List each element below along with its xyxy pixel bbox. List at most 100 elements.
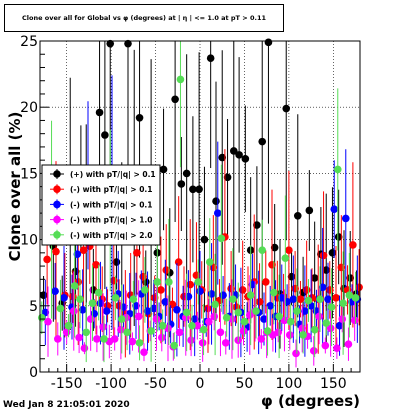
legend-marker — [53, 185, 61, 193]
data-point — [175, 328, 184, 337]
data-point — [95, 108, 104, 117]
data-point — [223, 173, 232, 182]
x-axis-label: φ (degrees) — [261, 392, 360, 410]
data-point — [195, 185, 203, 194]
data-point — [199, 325, 208, 334]
data-point — [56, 304, 65, 313]
x-tick-label: 150 — [320, 376, 347, 392]
data-point — [101, 131, 109, 139]
data-point — [99, 323, 107, 331]
data-point — [157, 286, 165, 294]
data-point — [285, 331, 294, 339]
data-point — [302, 286, 311, 294]
data-point — [227, 284, 235, 293]
data-point — [78, 305, 87, 314]
data-point — [296, 295, 305, 303]
data-point — [210, 312, 219, 321]
data-point — [187, 336, 195, 345]
data-point — [270, 243, 279, 252]
y-tick-label: 10 — [20, 233, 38, 249]
data-point — [293, 307, 301, 315]
data-point — [264, 38, 273, 47]
data-point — [134, 312, 143, 321]
data-point — [239, 327, 248, 335]
data-point — [305, 206, 314, 215]
data-point — [82, 328, 91, 337]
data-point — [332, 294, 340, 302]
data-point — [330, 205, 339, 213]
data-point — [143, 307, 152, 315]
data-point — [139, 272, 147, 281]
data-point — [206, 54, 215, 63]
data-point — [310, 274, 319, 282]
data-point — [123, 328, 131, 337]
data-point — [275, 312, 283, 321]
data-point — [325, 286, 334, 294]
data-point — [327, 303, 336, 311]
data-point — [229, 295, 237, 303]
data-point — [326, 324, 335, 333]
x-tick-label: -100 — [95, 376, 127, 392]
data-point — [316, 295, 324, 303]
data-point — [268, 260, 276, 269]
y-tick-label: 15 — [20, 166, 38, 182]
data-point — [291, 284, 299, 293]
data-point — [86, 315, 95, 323]
x-tick-label: -150 — [51, 376, 83, 392]
data-point — [192, 271, 201, 280]
data-point — [285, 246, 293, 254]
data-point — [211, 300, 219, 309]
data-point — [132, 302, 140, 310]
timestamp: Wed Jan 8 21:05:01 2020 — [3, 400, 130, 410]
data-point — [301, 307, 309, 315]
x-tick-label: 100 — [276, 376, 303, 392]
data-point — [219, 291, 227, 300]
data-point — [212, 197, 220, 206]
data-point — [129, 295, 138, 303]
y-tick-label: 20 — [20, 100, 38, 116]
data-point — [322, 319, 331, 327]
x-tick-label: 50 — [236, 376, 254, 392]
data-point — [246, 291, 255, 300]
data-point — [161, 298, 170, 306]
legend-label: (-) with pT/|q| > 1.0 — [70, 216, 152, 226]
data-point — [309, 347, 318, 355]
data-point — [241, 155, 250, 163]
data-point — [205, 317, 213, 326]
data-point — [176, 75, 185, 84]
data-point — [117, 315, 126, 323]
legend-entry: (+) with pT/|q| > 0.1 — [50, 169, 156, 180]
data-point — [194, 278, 203, 286]
y-axis-label: Clone over all (%) — [6, 112, 24, 262]
data-point — [43, 255, 51, 264]
data-point — [338, 315, 347, 323]
data-point — [44, 317, 52, 326]
data-point — [102, 307, 111, 315]
data-point — [69, 292, 77, 301]
legend-label: (-) with pT/|q| > 0.1 — [70, 185, 152, 195]
data-point — [213, 209, 222, 217]
data-point — [111, 294, 120, 302]
data-point — [240, 317, 249, 326]
data-point — [281, 254, 290, 262]
data-point — [318, 283, 327, 292]
legend-marker — [53, 215, 61, 224]
data-point — [109, 276, 118, 285]
data-point — [75, 333, 83, 342]
data-point — [277, 294, 286, 302]
data-point — [51, 287, 59, 296]
legend-box — [41, 164, 161, 246]
axes: -150 -100 -50 0 50 100 150 0 5 10 15 20 25 — [20, 34, 361, 392]
data-point — [238, 286, 247, 294]
data-point — [52, 247, 60, 256]
data-point — [190, 315, 199, 323]
data-point — [304, 296, 313, 305]
data-point — [186, 280, 195, 289]
data-point — [293, 211, 302, 220]
legend-label: (-) with pT/|q| > 0.1 — [70, 200, 152, 210]
data-point — [315, 312, 323, 321]
data-point — [261, 278, 270, 286]
data-point — [235, 151, 243, 159]
data-point — [73, 250, 82, 258]
